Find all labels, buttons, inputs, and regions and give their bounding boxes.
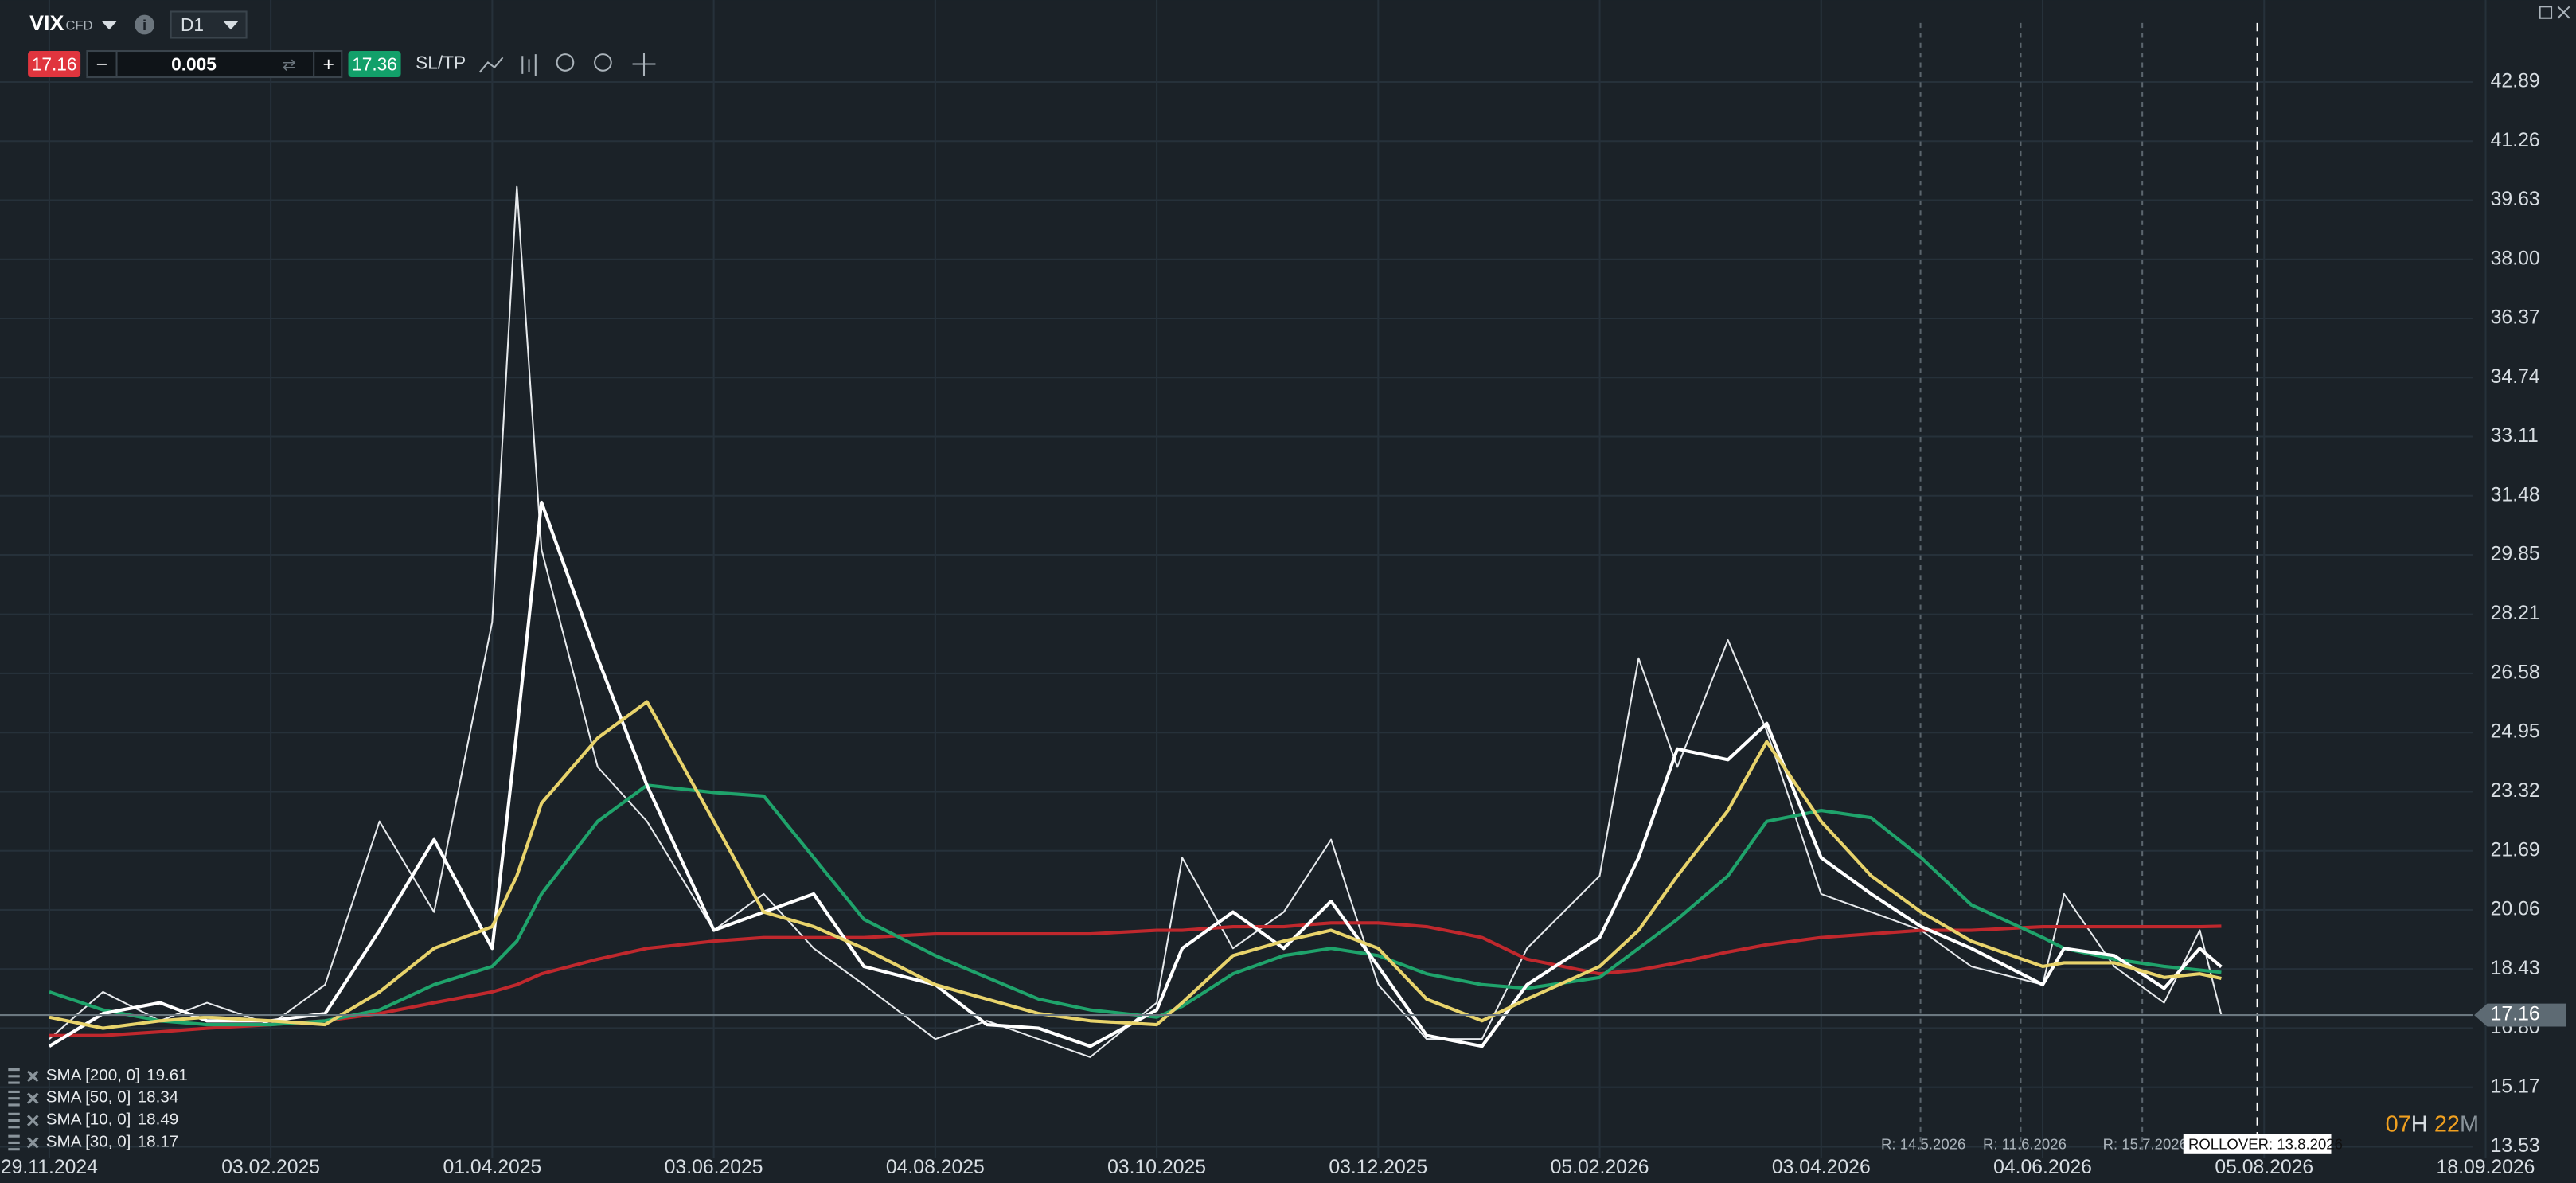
y-tick-label: 41.26 xyxy=(2491,130,2540,151)
legend-entry: SMA [30, 0] 18.17 xyxy=(46,1133,179,1151)
rollover-label: R: 15.7.2026 xyxy=(2103,1135,2188,1152)
x-tick-label: 03.02.2025 xyxy=(221,1157,320,1178)
y-tick-label: 34.74 xyxy=(2491,366,2540,388)
rollover-box xyxy=(2183,1134,2332,1154)
x-tick-label: 01.04.2025 xyxy=(443,1157,541,1178)
legend-name: SMA [30, 0] xyxy=(46,1133,131,1151)
line-tool-icon[interactable] xyxy=(478,57,504,73)
sell-button[interactable] xyxy=(28,51,81,78)
legend-value: 19.61 xyxy=(146,1066,188,1084)
x-tick-label: 05.02.2026 xyxy=(1551,1157,1649,1178)
y-tick-label: 38.00 xyxy=(2491,248,2540,269)
legend-entry: SMA [10, 0] 18.49 xyxy=(46,1111,179,1129)
zoom-out-icon[interactable] xyxy=(556,53,575,72)
legend-value: 18.34 xyxy=(138,1088,179,1107)
timeframe: D1 xyxy=(181,14,204,35)
y-tick-label: 42.89 xyxy=(2491,71,2540,92)
pan-icon[interactable] xyxy=(632,53,656,76)
plot xyxy=(0,185,2473,1058)
sma-line xyxy=(49,700,2222,1030)
timeframe-dropdown xyxy=(223,21,239,30)
x-tick-label: 29.11.2024 xyxy=(1,1157,98,1178)
x-tick-label: 03.04.2026 xyxy=(1772,1157,1871,1178)
zoom-in-icon[interactable] xyxy=(594,53,612,72)
instrument-kind: CFD xyxy=(66,18,93,33)
axes: 13.5315.1716.8018.4320.0621.6923.3224.95… xyxy=(1,71,2566,1178)
sma-line xyxy=(48,500,2223,1048)
y-tick-label: 15.17 xyxy=(2491,1076,2540,1097)
sma-line xyxy=(49,921,2222,1037)
legend-name: SMA [10, 0] xyxy=(46,1111,131,1129)
sltp-button[interactable]: SL/TP xyxy=(416,53,466,73)
x-tick-label: 04.06.2026 xyxy=(1993,1157,2092,1178)
y-tick-label: 29.85 xyxy=(2491,544,2540,565)
y-tick-label: 24.95 xyxy=(2491,721,2540,743)
timeframe-select[interactable] xyxy=(170,10,248,39)
sma-line xyxy=(49,783,2222,1027)
window-icon[interactable] xyxy=(2539,6,2553,19)
y-tick-label: 18.43 xyxy=(2491,958,2540,979)
close-icon[interactable] xyxy=(2557,6,2570,19)
y-tick-label: 28.21 xyxy=(2491,603,2540,624)
grid xyxy=(0,0,2487,1159)
info-glyph: i xyxy=(142,17,146,33)
legend: SMA [200, 0] 19.61 SMA [50, 0] 18.34 SMA [10… xyxy=(8,1066,188,1151)
price-line xyxy=(49,185,2223,1058)
x-tick-label: 18.09.2026 xyxy=(2437,1157,2535,1178)
y-tick-label: 31.48 xyxy=(2491,484,2540,506)
increase[interactable]: + xyxy=(323,54,334,76)
legend-icon xyxy=(8,1090,39,1107)
x-tick-label: 05.08.2026 xyxy=(2215,1157,2313,1178)
symbol-dropdown[interactable] xyxy=(101,21,117,30)
current-price-label: 17.16 xyxy=(2491,1004,2540,1025)
legend-name: SMA [50, 0] xyxy=(46,1088,131,1107)
rollover-label: R: 14.5.2026 xyxy=(1881,1135,1965,1152)
x-tick-label: 04.08.2025 xyxy=(886,1157,985,1178)
current-price-marker xyxy=(2474,1003,2566,1027)
y-tick-label: 13.53 xyxy=(2491,1135,2540,1157)
y-tick-label: 33.11 xyxy=(2491,425,2539,447)
y-tick-label: 36.37 xyxy=(2491,307,2540,329)
x-tick-label: 03.06.2025 xyxy=(665,1157,763,1178)
legend-icon xyxy=(8,1112,39,1129)
rollover-label: R: 11.6.2026 xyxy=(1983,1135,2067,1152)
quantity-input[interactable] xyxy=(86,49,343,79)
y-tick-label: 26.58 xyxy=(2491,662,2540,684)
legend-icon xyxy=(8,1068,39,1084)
buy-price: 17.36 xyxy=(352,54,397,75)
legend-value: 18.49 xyxy=(138,1111,179,1129)
swap-icon[interactable]: ⇄ xyxy=(283,56,296,74)
symbol[interactable]: VIX xyxy=(29,11,64,35)
decrease[interactable]: − xyxy=(96,54,107,76)
legend-entry: SMA [50, 0] 18.34 xyxy=(46,1088,179,1107)
legend-icon xyxy=(8,1134,39,1151)
countdown: 07H 22M xyxy=(2386,1111,2479,1137)
y-tick-label: 23.32 xyxy=(2491,780,2540,802)
info-icon[interactable] xyxy=(135,14,154,35)
legend-entry: SMA [200, 0] 19.61 xyxy=(46,1066,188,1084)
x-tick-label: 03.12.2025 xyxy=(1329,1157,1427,1178)
rollover-label: ROLLOVER: 13.8.2026 xyxy=(2188,1135,2343,1152)
x-tick-label: 03.10.2025 xyxy=(1107,1157,1206,1178)
legend-name: SMA [200, 0] xyxy=(46,1066,140,1084)
sell-price: 17.16 xyxy=(32,54,77,75)
candle-tool-icon[interactable] xyxy=(521,54,537,76)
buy-button[interactable] xyxy=(348,51,401,78)
y-tick-label: 21.69 xyxy=(2491,839,2540,861)
y-tick-label: 39.63 xyxy=(2491,189,2540,210)
quantity: 0.005 xyxy=(171,54,217,75)
legend-value: 18.17 xyxy=(138,1133,179,1151)
y-tick-label: 20.06 xyxy=(2491,899,2540,920)
